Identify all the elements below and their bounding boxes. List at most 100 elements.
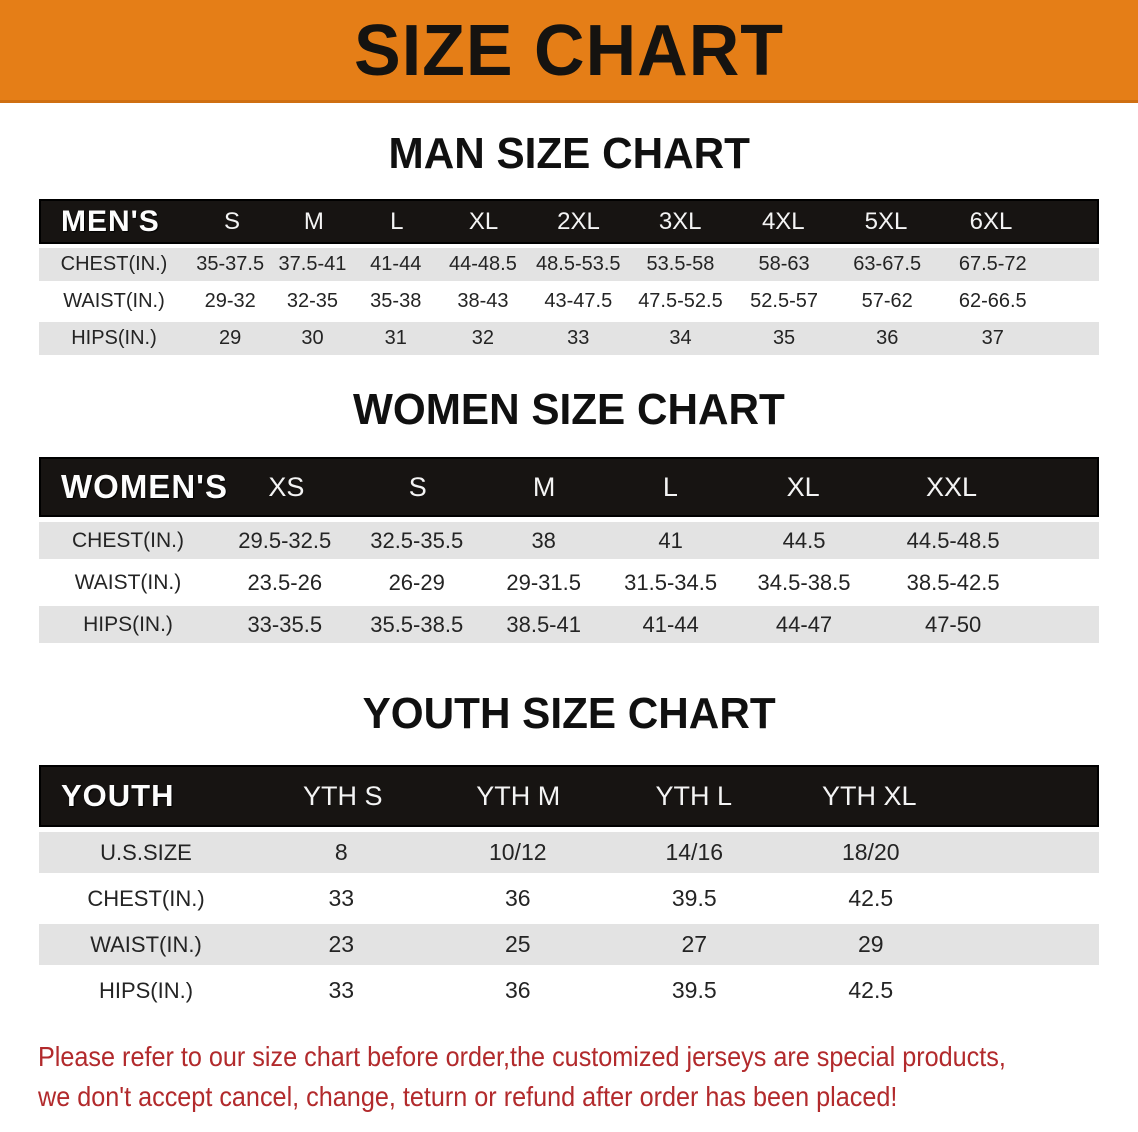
disclaimer: Please refer to our size chart before or…	[38, 1037, 1100, 1117]
women-row-spacer-2	[1033, 606, 1099, 643]
women-measure-row-0: CHEST(IN.) 29.5-32.5 32.5-35.5 38 41 44.5 44.5…	[39, 522, 1099, 559]
youth-size-column-header-2: YTH L	[655, 780, 733, 811]
women-row-label-2: HIPS(IN.)	[83, 612, 173, 636]
youth-row-label-0: U.S.SIZE	[100, 839, 192, 865]
women-row-spacer-1	[1033, 564, 1099, 601]
women-cell-0-4: 44.5	[782, 527, 826, 553]
youth-measure-row-3: HIPS(IN.) 33 36 39.5 42.5	[39, 970, 1099, 1011]
youth-header-spacer	[957, 767, 1097, 825]
youth-measure-row-0: U.S.SIZE 8 10/12 14/16 18/20	[39, 832, 1099, 873]
men-row-label-1: WAIST(IN.)	[63, 290, 165, 312]
youth-measure-row-1: CHEST(IN.) 33 36 39.5 42.5	[39, 878, 1099, 919]
men-row-spacer-1	[1047, 285, 1099, 318]
men-size-column-header-7: 5XL	[864, 207, 908, 235]
youth-table-header-row: YOUTH YTH S YTH M YTH L YTH XL	[39, 765, 1099, 827]
youth-row-spacer-2	[959, 924, 1099, 965]
youth-cell-1-1: 36	[504, 885, 531, 911]
women-cell-1-5: 38.5-42.5	[906, 569, 1000, 595]
men-cell-0-6: 58-63	[758, 253, 810, 275]
youth-cell-2-3: 29	[857, 931, 884, 957]
youth-cell-0-2: 14/16	[665, 839, 724, 865]
youth-cell-2-2: 27	[681, 931, 708, 957]
youth-size-chart-section: YOUTH SIZE CHART YOUTH YTH S YTH M YTH L YTH…	[0, 689, 1138, 1011]
youth-row-label-3: HIPS(IN.)	[98, 977, 194, 1003]
men-table-header-row: MEN'S S M L XL 2XL 3XL 4XL 5XL 6XL	[39, 199, 1099, 244]
men-row-label-0: CHEST(IN.)	[60, 253, 168, 275]
men-size-column-header-4: 2XL	[557, 207, 600, 235]
youth-size-table: YOUTH YTH S YTH M YTH L YTH XL U.S.SIZE 8 10/12…	[39, 765, 1099, 1011]
women-header-spacer	[1031, 459, 1097, 515]
men-cell-1-5: 47.5-52.5	[638, 290, 723, 312]
men-cell-0-7: 63-67.5	[853, 253, 922, 275]
women-cell-2-1: 35.5-38.5	[370, 611, 464, 637]
youth-cell-0-1: 10/12	[488, 839, 547, 865]
women-size-table: WOMEN'S XS S M L XL XXL CHEST(IN.) 29.5-32.5 32.5…	[39, 457, 1099, 643]
women-cell-1-0: 23.5-26	[247, 569, 323, 595]
men-header-spacer	[1045, 201, 1097, 242]
women-size-column-header-0: XS	[268, 471, 305, 502]
size-chart-banner: SIZE CHART	[0, 0, 1138, 103]
women-cell-0-0: 29.5-32.5	[238, 527, 332, 553]
women-cell-2-3: 41-44	[642, 611, 699, 637]
men-cell-1-3: 38-43	[457, 290, 509, 312]
youth-cell-0-0: 8	[334, 839, 348, 865]
men-size-column-header-5: 3XL	[658, 207, 702, 235]
men-measure-row-1: WAIST(IN.) 29-32 32-35 35-38 38-43 43-47.5 47.…	[39, 285, 1099, 318]
youth-row-label-1: CHEST(IN.)	[87, 885, 205, 911]
women-cell-0-5: 44.5-48.5	[906, 527, 1000, 553]
men-cell-2-3: 32	[471, 327, 495, 349]
youth-row-label-2: WAIST(IN.)	[90, 931, 202, 957]
men-cell-2-5: 34	[669, 327, 692, 349]
women-section-heading: WOMEN SIZE CHART	[353, 385, 785, 434]
women-cell-1-1: 26-29	[388, 569, 445, 595]
youth-cell-3-2: 39.5	[671, 977, 717, 1003]
women-row-label-0: CHEST(IN.)	[72, 528, 184, 552]
men-section-heading: MAN SIZE CHART	[388, 129, 750, 178]
disclaimer-line-2: we don't accept cancel, change, teturn o…	[38, 1081, 898, 1112]
men-size-column-header-8: 6XL	[969, 207, 1013, 235]
women-cell-0-1: 32.5-35.5	[370, 527, 464, 553]
youth-cell-3-3: 42.5	[848, 977, 894, 1003]
youth-cell-1-0: 33	[328, 885, 355, 911]
youth-cell-0-3: 18/20	[841, 839, 900, 865]
youth-table-corner-label: YOUTH	[61, 778, 175, 813]
men-cell-1-6: 52.5-57	[750, 290, 818, 312]
youth-section-heading: YOUTH SIZE CHART	[362, 689, 776, 738]
women-cell-2-2: 38.5-41	[506, 611, 581, 637]
men-size-column-header-0: S	[223, 207, 240, 235]
men-cell-1-4: 43-47.5	[544, 290, 613, 312]
youth-measure-row-2: WAIST(IN.) 23 25 27 29	[39, 924, 1099, 965]
men-cell-2-6: 35	[772, 327, 796, 349]
men-cell-2-1: 30	[301, 327, 324, 349]
women-size-chart-section: WOMEN SIZE CHART WOMEN'S XS S M L XL XXL CHEST(…	[0, 385, 1138, 643]
women-cell-1-2: 29-31.5	[506, 569, 581, 595]
men-cell-0-2: 41-44	[370, 253, 422, 275]
men-cell-1-8: 62-66.5	[958, 290, 1027, 312]
men-table-corner-label: MEN'S	[61, 204, 160, 238]
women-cell-2-4: 44-47	[775, 611, 833, 637]
men-cell-2-4: 33	[567, 327, 590, 349]
men-cell-1-2: 35-38	[370, 290, 422, 312]
men-size-chart-section: MAN SIZE CHART MEN'S S M L XL 2XL 3XL 4XL 5XL 6XL…	[0, 129, 1138, 355]
men-cell-2-0: 29	[219, 327, 242, 349]
men-cell-0-8: 67.5-72	[958, 253, 1027, 275]
youth-row-spacer-1	[959, 878, 1099, 919]
women-size-column-header-4: XL	[786, 471, 820, 502]
women-measure-row-1: WAIST(IN.) 23.5-26 26-29 29-31.5 31.5-34.5 34…	[39, 564, 1099, 601]
women-table-header-row: WOMEN'S XS S M L XL XXL	[39, 457, 1099, 517]
men-cell-2-8: 37	[981, 327, 1004, 349]
youth-size-column-header-1: YTH M	[476, 780, 561, 811]
women-cell-2-0: 33-35.5	[247, 611, 323, 637]
women-cell-1-3: 31.5-34.5	[624, 569, 718, 595]
women-size-column-header-1: S	[408, 471, 427, 502]
youth-cell-2-1: 25	[504, 931, 531, 957]
men-cell-2-2: 31	[384, 327, 407, 349]
women-size-column-header-5: XXL	[925, 471, 978, 502]
women-cell-0-2: 38	[531, 527, 556, 553]
men-measure-row-0: CHEST(IN.) 35-37.5 37.5-41 41-44 44-48.5 48.5…	[39, 248, 1099, 281]
men-cell-0-5: 53.5-58	[646, 253, 715, 275]
men-size-column-header-2: L	[390, 207, 404, 235]
men-row-spacer-2	[1047, 322, 1099, 355]
youth-cell-3-0: 33	[328, 977, 355, 1003]
youth-cell-3-1: 36	[504, 977, 531, 1003]
